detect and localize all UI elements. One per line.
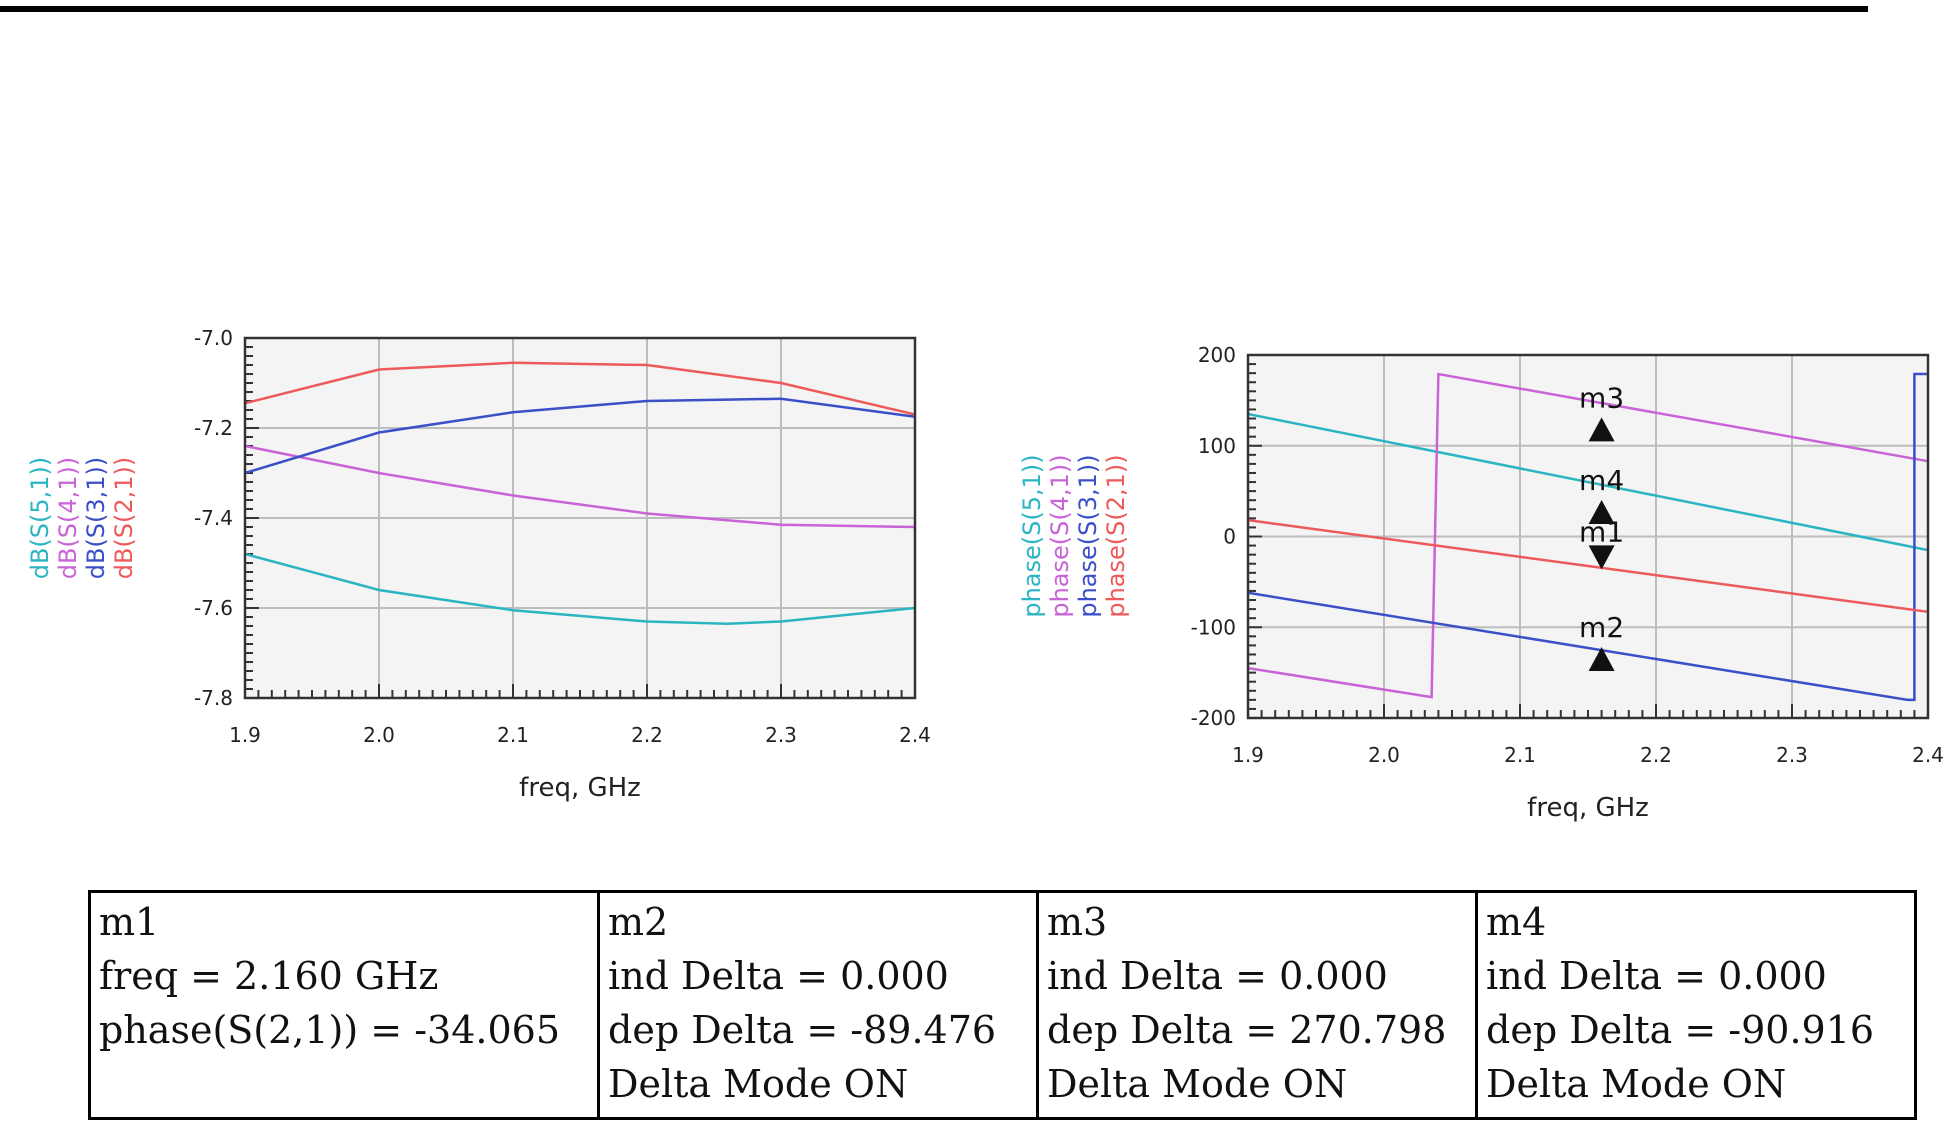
- x-tick-label: 2.3: [765, 723, 797, 747]
- marker-label: m1: [1579, 515, 1624, 548]
- marker-line: m2: [608, 900, 669, 944]
- plot-frame: [243, 336, 917, 700]
- marker-line: m4: [1486, 900, 1547, 944]
- x-tick-label: 2.2: [631, 723, 663, 747]
- marker-cell-m3: m3 ind Delta = 0.000 dep Delta = 270.798…: [1036, 890, 1478, 1120]
- y-axis-label: dB(S(2,1)): [110, 457, 138, 580]
- marker-table: m1 freq = 2.160 GHz phase(S(2,1)) = -34.…: [88, 890, 1917, 1120]
- series-line: [1247, 412, 1929, 552]
- x-tick-label: 2.0: [1368, 743, 1400, 767]
- marker-label: m3: [1579, 381, 1624, 414]
- x-axis-title: freq, GHz: [1527, 793, 1649, 823]
- marker-line: ind Delta = 0.000: [608, 954, 949, 998]
- marker-label: m4: [1579, 464, 1624, 497]
- marker-line: freq = 2.160 GHz: [99, 954, 439, 998]
- y-axis-label: dB(S(5,1)): [26, 457, 54, 580]
- x-tick-label: 2.1: [1504, 743, 1536, 767]
- marker-line: dep Delta = -90.916: [1486, 1008, 1875, 1052]
- x-tick-label: 2.4: [1912, 743, 1944, 767]
- plot-frame: [1246, 353, 1930, 720]
- x-tick-label: 1.9: [229, 723, 261, 747]
- series-line: [1247, 372, 1929, 699]
- y-tick-label: 100: [1198, 434, 1236, 458]
- marker-cell-m1: m1 freq = 2.160 GHz phase(S(2,1)) = -34.…: [88, 890, 600, 1120]
- y-tick-label: 200: [1198, 343, 1236, 367]
- marker-line: Delta Mode ON: [1047, 1062, 1348, 1106]
- y-tick-label: -7.8: [194, 686, 233, 710]
- x-tick-label: 2.2: [1640, 743, 1672, 767]
- y-tick-label: -7.2: [194, 416, 233, 440]
- y-tick-label: -7.4: [194, 506, 233, 530]
- y-axis-label: dB(S(3,1)): [82, 457, 110, 580]
- marker-line: [99, 1057, 589, 1111]
- y-axis-label: dB(S(4,1)): [54, 457, 82, 580]
- marker-triangle: [1588, 545, 1615, 570]
- y-axis-label: phase(S(2,1)): [1102, 454, 1130, 617]
- series-line: [244, 397, 916, 475]
- db-chart: 1.9 2.0 2.1 2.2 2.3 2.4 -7.0 -7.2 -7.4 -7.6 -7.8 fr…: [26, 326, 931, 803]
- x-tick-label: 2.4: [899, 723, 931, 747]
- y-tick-label: -7.0: [194, 326, 233, 350]
- x-tick-label: 2.0: [363, 723, 395, 747]
- marker-line: dep Delta = 270.798: [1047, 1008, 1447, 1052]
- marker-line: ind Delta = 0.000: [1047, 954, 1388, 998]
- marker-cell-m2: m2 ind Delta = 0.000 dep Delta = -89.476…: [597, 890, 1039, 1120]
- y-tick-label: -100: [1191, 615, 1236, 639]
- marker-line: m1: [99, 900, 160, 944]
- marker-triangle: [1588, 417, 1615, 442]
- marker-line: dep Delta = -89.476: [608, 1008, 997, 1052]
- marker-line: phase(S(2,1)) = -34.065: [99, 1008, 561, 1052]
- series-line: [244, 361, 916, 416]
- marker-label: m2: [1579, 611, 1624, 644]
- phase-chart: 1.9 2.0 2.1 2.2 2.3 2.4 200 100 0 -100 -200 m3 m4 m1 m…: [1018, 343, 1944, 823]
- series-line: [1247, 518, 1929, 614]
- marker-line: m3: [1047, 900, 1108, 944]
- marker-cell-m4: m4 ind Delta = 0.000 dep Delta = -90.916…: [1475, 890, 1917, 1120]
- x-tick-label: 2.1: [497, 723, 529, 747]
- y-axis-label: phase(S(4,1)): [1046, 454, 1074, 617]
- top-rule: [0, 6, 1868, 12]
- marker-line: Delta Mode ON: [608, 1062, 909, 1106]
- x-axis-title: freq, GHz: [519, 773, 641, 803]
- x-tick-label: 2.3: [1776, 743, 1808, 767]
- y-tick-label: -200: [1191, 706, 1236, 730]
- marker-line: ind Delta = 0.000: [1486, 954, 1827, 998]
- y-tick-label: 0: [1223, 525, 1236, 549]
- series-line: [1247, 372, 1928, 702]
- marker-triangle: [1588, 647, 1615, 672]
- y-axis-label: phase(S(5,1)): [1018, 454, 1046, 617]
- y-axis-label: phase(S(3,1)): [1074, 454, 1102, 617]
- y-tick-label: -7.6: [194, 596, 233, 620]
- chart-0-group: 1.9 2.0 2.1 2.2 2.3 2.4 -7.0 -7.2 -7.4 -7.6 -7.8 fr…: [26, 326, 931, 803]
- chart-1-group: 1.9 2.0 2.1 2.2 2.3 2.4 200 100 0 -100 -200 m3 m4 m1 m…: [1018, 343, 1944, 823]
- marker-line: Delta Mode ON: [1486, 1062, 1787, 1106]
- series-line: [244, 444, 916, 529]
- series-line: [244, 552, 916, 626]
- marker-triangle: [1588, 500, 1615, 525]
- x-tick-label: 1.9: [1232, 743, 1264, 767]
